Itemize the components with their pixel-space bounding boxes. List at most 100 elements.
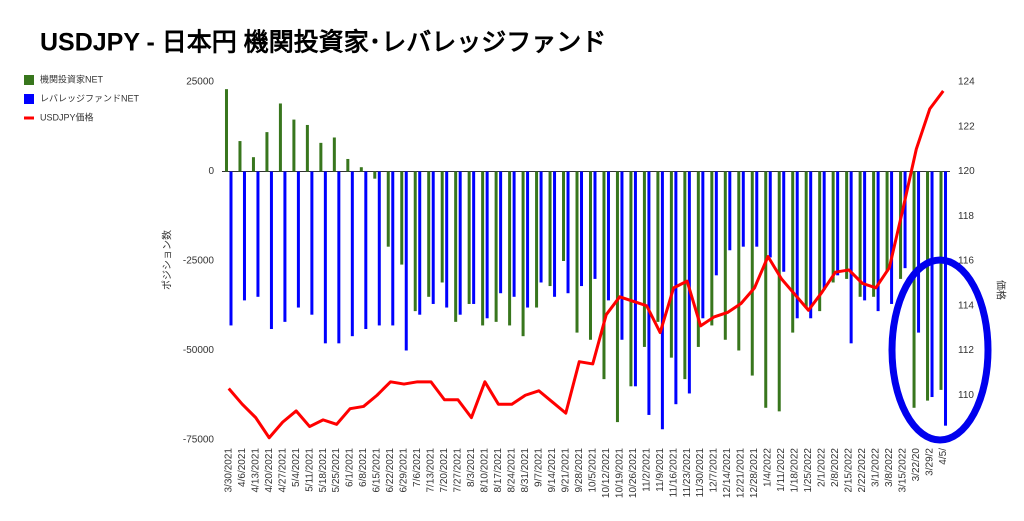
bar (472, 171, 476, 304)
y2-tick-label: 114 (958, 300, 974, 311)
bar (714, 171, 718, 276)
y2-tick-label: 110 (958, 390, 974, 401)
y-tick-label: 0 (208, 166, 214, 177)
bar (831, 171, 835, 283)
bar (319, 142, 323, 172)
bar (499, 171, 503, 294)
bar (777, 171, 781, 412)
bar (588, 171, 592, 340)
bar (629, 171, 633, 387)
bar (741, 171, 745, 247)
x-tick-label: 8/3/2021 (466, 448, 477, 487)
bar (305, 124, 309, 172)
bar (454, 171, 458, 322)
legend-swatch (24, 116, 34, 120)
bar (512, 171, 516, 297)
x-tick-label: 10/19/2021 (614, 448, 625, 498)
x-tick-label: 11/16/2021 (668, 448, 679, 498)
bar (737, 171, 741, 351)
bar (386, 171, 390, 247)
bar (377, 171, 381, 326)
x-tick-label: 4/5/ (938, 448, 949, 465)
chart-title: USDJPY - 日本円 機関投資家･レバレッジファンド (40, 28, 606, 57)
legend-label: USDJPY価格 (40, 111, 94, 122)
bar (768, 171, 772, 258)
x-tick-label: 10/5/2021 (587, 448, 598, 493)
bar (795, 171, 799, 319)
bar (229, 171, 233, 326)
x-tick-label: 2/1/2022 (817, 448, 828, 487)
bar (822, 171, 826, 290)
x-tick-label: 4/13/2021 (250, 448, 261, 493)
x-tick-label: 9/7/2021 (533, 448, 544, 487)
x-tick-label: 1/18/2022 (790, 448, 801, 493)
y-tick-label: -50000 (183, 345, 215, 356)
legend-label: 機関投資家NET (40, 73, 104, 84)
x-tick-label: 12/21/2021 (736, 448, 747, 498)
bar (885, 171, 889, 272)
bar (683, 171, 687, 380)
bar (863, 171, 867, 301)
x-tick-label: 3/15/2022 (897, 448, 908, 493)
bar (696, 171, 700, 347)
x-tick-label: 4/6/2021 (237, 448, 248, 487)
x-tick-label: 11/2/2021 (641, 448, 652, 492)
x-tick-label: 11/9/2021 (655, 448, 666, 492)
legend-swatch (24, 94, 34, 104)
bar (508, 171, 512, 326)
bar (539, 171, 543, 283)
bar (296, 171, 300, 308)
bar (818, 171, 822, 312)
bar (400, 171, 404, 265)
x-tick-label: 8/24/2021 (506, 448, 517, 493)
y2-tick-label: 120 (958, 166, 975, 177)
x-tick-label: 7/27/2021 (453, 448, 464, 493)
x-tick-label: 1/4/2022 (763, 448, 774, 487)
bar (418, 171, 422, 315)
bar (332, 137, 336, 172)
bar (849, 171, 853, 344)
x-tick-label: 2/8/2022 (830, 448, 841, 487)
x-tick-label: 11/23/2021 (682, 448, 693, 498)
x-tick-label: 12/28/2021 (749, 448, 760, 498)
x-tick-label: 3/8/2022 (884, 448, 895, 487)
bar (359, 167, 363, 172)
bar (903, 171, 907, 269)
bar (917, 171, 921, 333)
y-axis-label: ポジション数 (161, 230, 174, 290)
bar (633, 171, 637, 387)
bar (413, 171, 417, 312)
bar (647, 171, 651, 415)
bar (553, 171, 557, 297)
bar (404, 171, 408, 351)
x-tick-label: 1/11/2022 (776, 448, 787, 492)
line (227, 90, 945, 440)
bar (278, 103, 282, 172)
bar (782, 171, 786, 272)
bar (710, 171, 714, 326)
bar (750, 171, 754, 376)
bar (939, 171, 943, 390)
x-tick-label: 9/14/2021 (547, 448, 558, 493)
x-tick-label: 5/25/2021 (331, 448, 342, 493)
bar (431, 171, 435, 304)
bar (256, 171, 260, 297)
bar (265, 132, 269, 172)
bar (755, 171, 759, 247)
x-tick-label: 4/20/2021 (264, 448, 275, 493)
bar (669, 171, 673, 358)
bar (728, 171, 732, 251)
x-tick-label: 2/22/2022 (857, 448, 868, 493)
bar (580, 171, 584, 287)
y2-tick-label: 118 (958, 211, 974, 222)
y2-tick-label: 116 (958, 256, 974, 267)
bar (310, 171, 314, 315)
x-tick-label: 8/17/2021 (493, 448, 504, 493)
bar (526, 171, 530, 308)
bar (251, 157, 255, 172)
bar (642, 171, 646, 347)
bar (930, 171, 934, 398)
x-tick-label: 6/22/2021 (385, 448, 396, 493)
bar (391, 171, 395, 326)
